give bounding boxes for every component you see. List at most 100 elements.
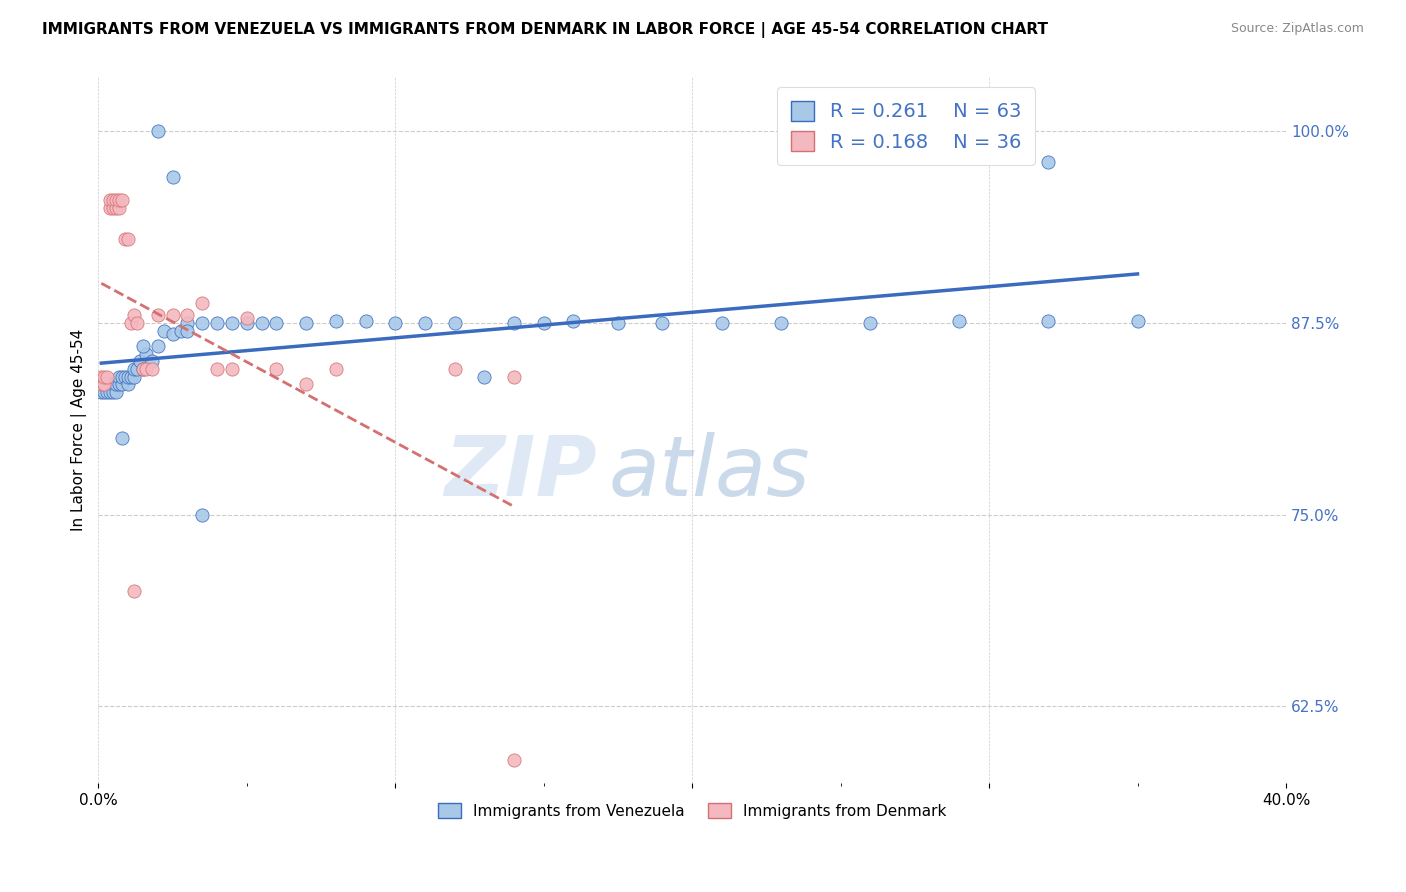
- Point: [472, 369, 495, 384]
- Point: [117, 231, 139, 245]
- Point: [111, 377, 134, 392]
- Point: [770, 316, 793, 330]
- Point: [111, 431, 134, 445]
- Point: [122, 362, 145, 376]
- Legend: Immigrants from Venezuela, Immigrants from Denmark: Immigrants from Venezuela, Immigrants fr…: [432, 797, 952, 825]
- Point: [108, 201, 131, 215]
- Point: [325, 362, 347, 376]
- Point: [162, 326, 184, 341]
- Point: [948, 314, 970, 328]
- Point: [266, 316, 288, 330]
- Point: [606, 316, 628, 330]
- Point: [132, 339, 155, 353]
- Point: [90, 384, 112, 399]
- Text: Source: ZipAtlas.com: Source: ZipAtlas.com: [1230, 22, 1364, 36]
- Point: [503, 316, 526, 330]
- Point: [90, 369, 112, 384]
- Point: [1126, 314, 1149, 328]
- Point: [250, 316, 273, 330]
- Point: [98, 384, 121, 399]
- Point: [266, 362, 288, 376]
- Point: [98, 377, 121, 392]
- Point: [384, 316, 406, 330]
- Point: [236, 311, 259, 326]
- Point: [96, 377, 118, 392]
- Point: [221, 316, 243, 330]
- Point: [533, 316, 555, 330]
- Point: [191, 508, 214, 522]
- Point: [117, 369, 139, 384]
- Point: [503, 753, 526, 767]
- Point: [103, 201, 125, 215]
- Point: [413, 316, 436, 330]
- Point: [295, 316, 318, 330]
- Point: [120, 316, 142, 330]
- Point: [103, 193, 125, 207]
- Point: [93, 377, 115, 392]
- Point: [108, 193, 131, 207]
- Point: [96, 384, 118, 399]
- Point: [562, 314, 585, 328]
- Point: [93, 384, 115, 399]
- Point: [122, 584, 145, 599]
- Point: [710, 316, 733, 330]
- Point: [105, 201, 128, 215]
- Point: [135, 362, 157, 376]
- Point: [205, 316, 228, 330]
- Point: [108, 377, 131, 392]
- Point: [325, 314, 347, 328]
- Point: [191, 316, 214, 330]
- Point: [103, 384, 125, 399]
- Point: [141, 354, 163, 368]
- Point: [146, 308, 169, 322]
- Point: [96, 369, 118, 384]
- Point: [129, 354, 152, 368]
- Point: [236, 316, 259, 330]
- Point: [90, 377, 112, 392]
- Point: [146, 124, 169, 138]
- Point: [443, 316, 465, 330]
- Point: [122, 308, 145, 322]
- Point: [503, 369, 526, 384]
- Point: [651, 316, 673, 330]
- Point: [176, 308, 198, 322]
- Point: [859, 316, 882, 330]
- Text: atlas: atlas: [609, 432, 811, 513]
- Point: [141, 362, 163, 376]
- Point: [122, 369, 145, 384]
- Point: [135, 346, 157, 360]
- Point: [176, 324, 198, 338]
- Point: [105, 377, 128, 392]
- Point: [132, 362, 155, 376]
- Point: [443, 362, 465, 376]
- Point: [120, 369, 142, 384]
- Point: [125, 316, 148, 330]
- Point: [105, 384, 128, 399]
- Point: [98, 201, 121, 215]
- Point: [111, 369, 134, 384]
- Point: [146, 339, 169, 353]
- Point: [114, 369, 136, 384]
- Point: [221, 362, 243, 376]
- Y-axis label: In Labor Force | Age 45-54: In Labor Force | Age 45-54: [72, 329, 87, 532]
- Point: [93, 369, 115, 384]
- Point: [1038, 154, 1060, 169]
- Point: [162, 308, 184, 322]
- Text: ZIP: ZIP: [444, 432, 598, 513]
- Point: [1038, 314, 1060, 328]
- Point: [114, 231, 136, 245]
- Point: [152, 324, 174, 338]
- Point: [105, 193, 128, 207]
- Point: [205, 362, 228, 376]
- Point: [103, 377, 125, 392]
- Point: [354, 314, 377, 328]
- Point: [111, 193, 134, 207]
- Point: [191, 296, 214, 310]
- Point: [170, 324, 193, 338]
- Point: [295, 377, 318, 392]
- Text: IMMIGRANTS FROM VENEZUELA VS IMMIGRANTS FROM DENMARK IN LABOR FORCE | AGE 45-54 : IMMIGRANTS FROM VENEZUELA VS IMMIGRANTS …: [42, 22, 1049, 38]
- Point: [162, 170, 184, 185]
- Point: [108, 369, 131, 384]
- Point: [176, 316, 198, 330]
- Point: [90, 377, 112, 392]
